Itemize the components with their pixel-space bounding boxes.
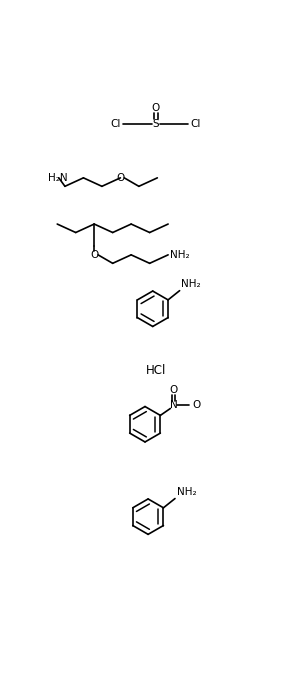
Text: O: O bbox=[169, 385, 178, 395]
Text: S: S bbox=[153, 119, 159, 129]
Text: NH₂: NH₂ bbox=[177, 487, 196, 497]
Text: NH₂: NH₂ bbox=[170, 250, 189, 260]
Text: N: N bbox=[170, 401, 177, 411]
Text: O: O bbox=[90, 250, 98, 260]
Text: O: O bbox=[116, 173, 125, 183]
Text: O: O bbox=[192, 401, 200, 411]
Text: H₂N: H₂N bbox=[48, 173, 67, 183]
Text: Cl: Cl bbox=[191, 119, 201, 129]
Text: O: O bbox=[152, 103, 160, 113]
Text: NH₂: NH₂ bbox=[181, 279, 201, 289]
Text: Cl: Cl bbox=[111, 119, 121, 129]
Text: HCl: HCl bbox=[146, 364, 166, 377]
